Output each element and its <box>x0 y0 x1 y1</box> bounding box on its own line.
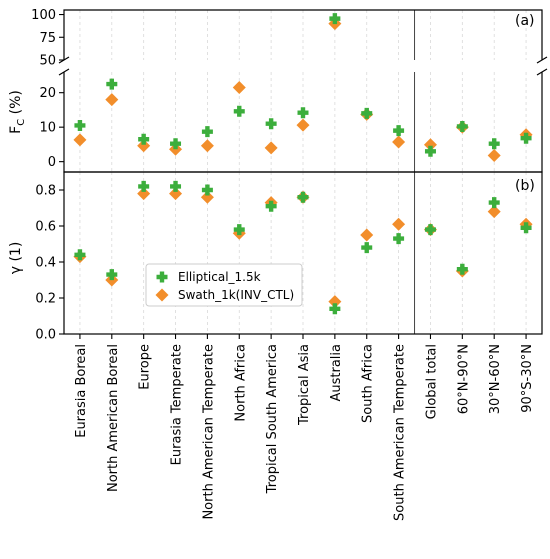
plus-marker <box>265 118 277 130</box>
x-tick-label: 90°S-30°N <box>520 344 535 413</box>
panel-b-ylabel: γ (1) <box>8 242 24 275</box>
x-tick-label: Europe <box>138 344 153 390</box>
plus-marker <box>156 271 168 283</box>
plus-marker <box>393 125 405 137</box>
plus-marker <box>138 133 150 145</box>
diamond-marker <box>200 139 214 153</box>
plus-marker <box>361 107 373 119</box>
x-tick-label: South Africa <box>361 344 376 423</box>
diamond-marker <box>73 133 87 147</box>
panel-a-ylabel: FC (%) <box>8 90 27 134</box>
diamond-marker <box>328 295 342 309</box>
plus-marker <box>488 197 500 209</box>
plus-marker <box>170 180 182 192</box>
y-tick-label: 0.8 <box>35 184 56 199</box>
x-tick-label: Tropical South America <box>265 344 280 494</box>
x-tick-label: North American Boreal <box>106 344 121 492</box>
y-tick-label: 0.4 <box>35 256 56 271</box>
plus-marker <box>456 263 468 275</box>
diamond-marker <box>487 205 501 219</box>
x-tick-label: Australia <box>329 344 344 402</box>
y-tick-label: 0.2 <box>35 292 56 307</box>
plus-marker <box>201 184 213 196</box>
x-tick-label: 60°N-90°N <box>456 344 471 414</box>
diamond-marker <box>137 187 151 201</box>
plus-marker <box>488 138 500 150</box>
plus-marker <box>520 222 532 234</box>
panel-a-lower: 0 10 20 <box>39 72 543 173</box>
y-tick-label: 50 <box>39 54 56 69</box>
diamond-marker <box>137 139 151 153</box>
x-tick-label: Global total <box>424 344 439 419</box>
plus-marker <box>106 78 118 90</box>
diamond-marker <box>392 135 406 149</box>
plus-marker <box>106 269 118 281</box>
diamond-marker <box>296 118 310 132</box>
x-tick-label: 30°N-60°N <box>488 344 503 414</box>
y-tick-label: 100 <box>31 8 56 23</box>
diamond-marker <box>169 142 183 156</box>
plus-marker <box>520 132 532 144</box>
diamond-marker <box>360 228 374 242</box>
panel-b-label: (b) <box>515 178 535 194</box>
plus-marker <box>424 145 436 157</box>
plus-marker <box>329 303 341 315</box>
plus-marker <box>201 126 213 138</box>
plus-marker <box>424 224 436 236</box>
plus-marker <box>393 233 405 245</box>
x-tick-label: Eurasia Boreal <box>74 344 89 438</box>
y-tick-label: 10 <box>39 121 56 136</box>
plus-marker <box>138 180 150 192</box>
x-tick-label: South American Temperate <box>393 344 408 521</box>
y-tick-label: 20 <box>39 86 56 101</box>
panel-a-upper-frame <box>63 9 543 60</box>
diamond-marker <box>264 141 278 155</box>
plus-marker <box>233 105 245 117</box>
plus-marker <box>233 224 245 236</box>
plus-marker <box>456 120 468 132</box>
y-tick-label: 0 <box>48 155 56 170</box>
x-tick-label: Tropical Asia <box>297 344 312 426</box>
diamond-marker <box>423 138 437 152</box>
x-tick-label: Eurasia Temperate <box>170 344 185 465</box>
y-tick-label: 75 <box>39 31 56 46</box>
plus-marker <box>170 138 182 150</box>
diamond-marker <box>155 288 169 302</box>
legend-entry-label: Elliptical_1.5k <box>178 270 261 284</box>
panel-a-upper: 50 75 100 <box>31 8 548 76</box>
diamond-marker <box>200 190 214 204</box>
plus-marker <box>297 107 309 119</box>
diamond-marker <box>487 148 501 162</box>
plus-marker <box>74 119 86 131</box>
plus-marker <box>361 242 373 254</box>
diamond-marker <box>392 217 406 231</box>
plus-marker <box>265 200 277 212</box>
y-tick-label: 0.0 <box>35 328 56 343</box>
x-tick-label: North Africa <box>233 344 248 422</box>
legend: Elliptical_1.5k Swath_1k(INV_CTL) <box>145 263 303 307</box>
axis-break-mark <box>536 56 548 64</box>
legend-entry-label: Swath_1k(INV_CTL) <box>178 288 294 302</box>
panel-b: 0.0 0.2 0.4 0.6 0.8 <box>35 171 543 343</box>
plus-marker <box>297 191 309 203</box>
diamond-marker <box>105 93 119 107</box>
data-marks <box>73 13 533 315</box>
panel-a-label: (a) <box>515 13 535 29</box>
diamond-marker <box>169 187 183 201</box>
plus-marker <box>74 249 86 261</box>
diamond-marker <box>232 81 246 95</box>
y-tick-label: 0.6 <box>35 220 56 235</box>
legend-box <box>145 263 303 307</box>
x-tick-label: North American Temperate <box>201 344 216 520</box>
plus-marker <box>329 13 341 25</box>
x-axis: Eurasia Boreal North American Boreal Europ… <box>74 334 535 521</box>
